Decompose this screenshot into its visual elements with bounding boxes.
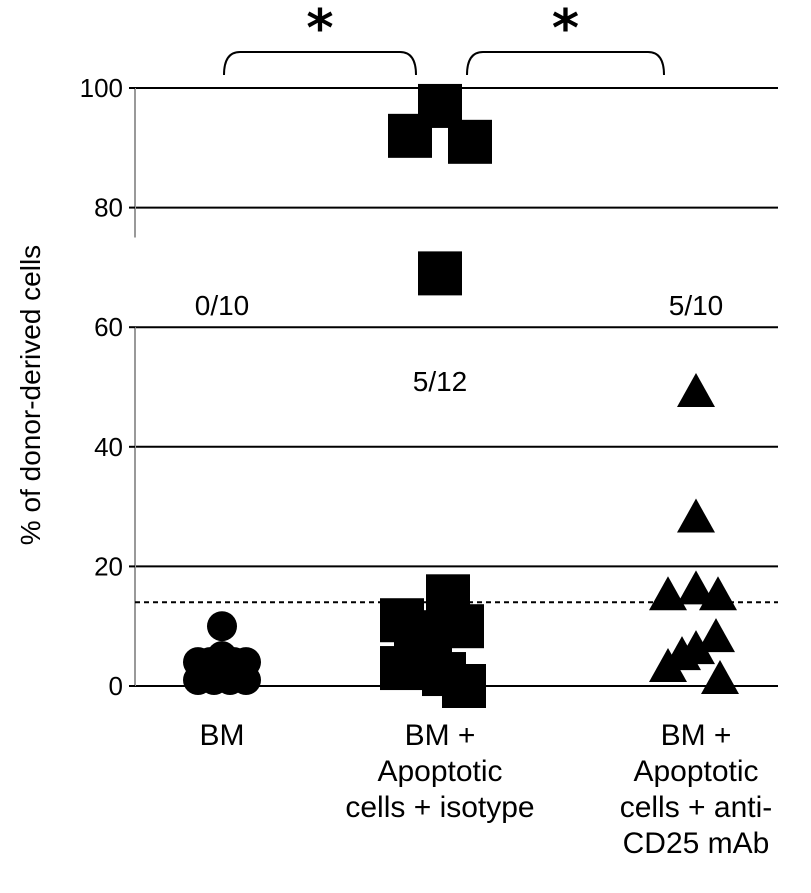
count-label: 5/12: [413, 366, 468, 397]
y-tick-label: 40: [94, 432, 123, 462]
data-point-triangle: [677, 630, 715, 665]
data-point-triangle: [677, 498, 715, 533]
y-tick-label: 60: [94, 312, 123, 342]
significance-star: *: [552, 0, 579, 59]
data-point-square: [440, 604, 484, 649]
data-point-circle: [195, 647, 225, 678]
data-point-circle: [207, 611, 237, 642]
data-point-triangle: [677, 372, 715, 407]
significance-star: *: [306, 0, 333, 59]
data-point-square: [418, 251, 462, 296]
y-axis-title: % of donor-derived cells: [15, 245, 46, 545]
data-point-triangle: [677, 570, 715, 605]
category-labels: BM BM + Apoptotic cells + isotype BM + Apopto…: [200, 719, 773, 860]
data-points: [183, 83, 739, 708]
data-point-triangle: [699, 576, 737, 611]
category-label: BM: [200, 719, 245, 752]
data-point-square: [442, 664, 486, 708]
y-tick-label: 100: [80, 73, 123, 103]
significance-bracket: [223, 51, 417, 76]
data-point-triangle: [701, 660, 739, 695]
data-point-square: [388, 113, 432, 158]
data-point-triangle: [649, 576, 687, 611]
y-tick-label: 20: [94, 551, 123, 581]
count-label: 0/10: [195, 290, 250, 321]
data-point-square: [448, 119, 492, 164]
y-tick-label: 0: [109, 671, 123, 701]
data-point-circle: [219, 647, 249, 678]
count-labels: 0/10 5/12 5/10: [195, 290, 724, 397]
category-label: BM + Apoptotic cells + anti-CD25 mAb: [620, 719, 773, 860]
significance-bracket: [466, 51, 665, 76]
count-label: 5/10: [669, 290, 724, 321]
significance-brackets: * *: [223, 0, 665, 76]
data-point-triangle: [697, 618, 735, 653]
y-tick-label: 80: [94, 193, 123, 223]
y-axis-ticks: 0 20 40 60 80 100: [80, 73, 135, 701]
category-label: BM + Apoptotic cells + isotype: [345, 719, 534, 824]
